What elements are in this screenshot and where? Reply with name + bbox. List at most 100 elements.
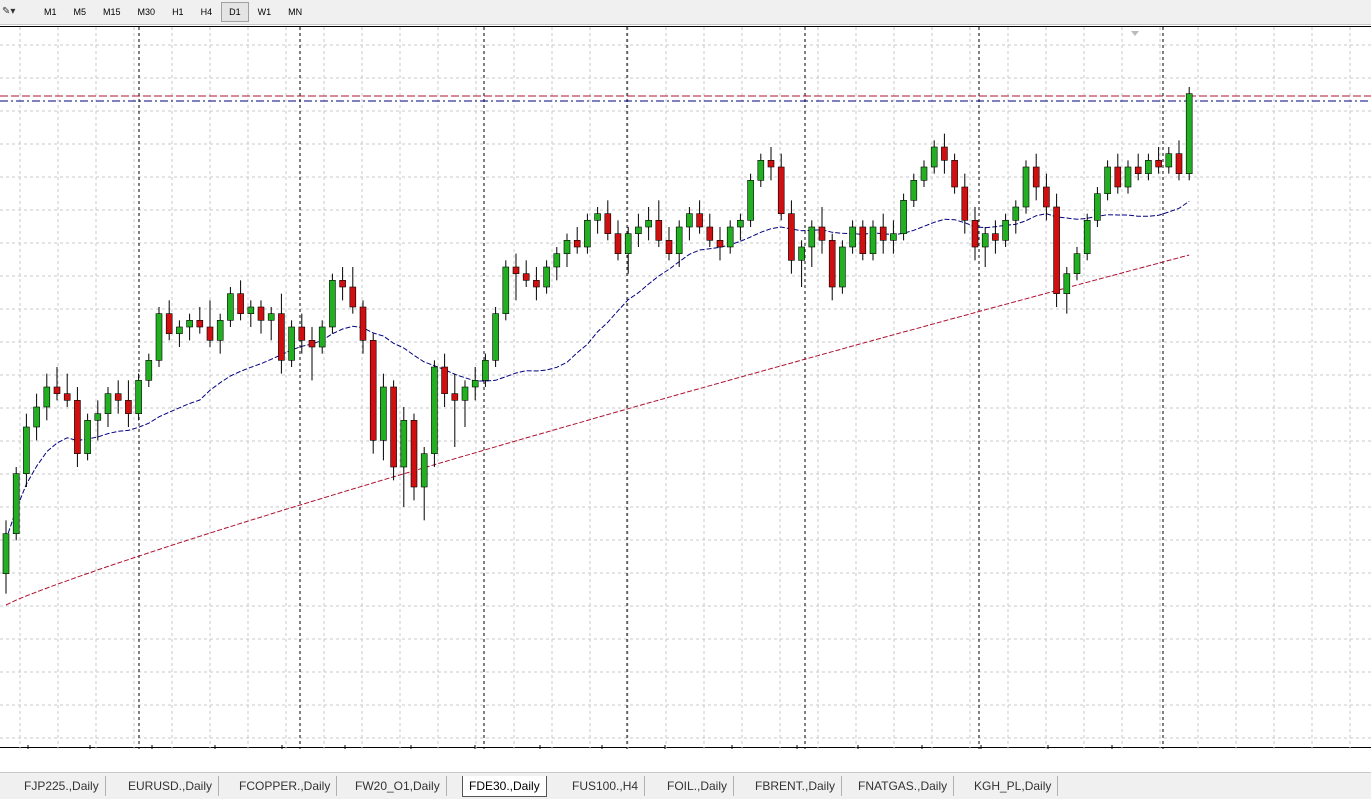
candle-body[interactable] (614, 233, 622, 254)
candle-body[interactable] (890, 233, 897, 241)
candle-body[interactable] (1073, 253, 1081, 274)
candle-body[interactable] (522, 273, 530, 281)
candle-body[interactable] (869, 226, 877, 254)
symbol-tab[interactable]: FW20_O1,Daily (349, 776, 447, 796)
candle-body[interactable] (1175, 153, 1183, 174)
candle-body[interactable] (1134, 166, 1142, 174)
candle-body[interactable] (971, 220, 979, 248)
candle-body[interactable] (482, 360, 489, 381)
candle-body[interactable] (349, 286, 357, 308)
candle-body[interactable] (512, 266, 520, 274)
candle-body[interactable] (706, 226, 714, 241)
candle-body[interactable] (941, 146, 948, 161)
candle-body[interactable] (1094, 193, 1101, 221)
candle-body[interactable] (247, 306, 255, 314)
symbol-tab[interactable]: EURUSD.,Daily (122, 776, 220, 796)
symbol-tab[interactable]: KGH_PL,Daily (968, 776, 1059, 796)
candle-body[interactable] (665, 240, 673, 254)
candle-body[interactable] (859, 226, 867, 254)
tf-m1-button[interactable]: M1 (44, 7, 57, 17)
candle-body[interactable] (1083, 220, 1091, 254)
candle-body[interactable] (584, 220, 591, 248)
candle-body[interactable] (502, 266, 510, 314)
candle-body[interactable] (186, 320, 193, 328)
candle-body[interactable] (33, 406, 40, 428)
candle-body[interactable] (992, 233, 999, 241)
candle-body[interactable] (308, 340, 316, 348)
candle-body[interactable] (196, 320, 204, 328)
candle-body[interactable] (206, 326, 214, 341)
candle-body[interactable] (828, 240, 836, 288)
candle-body[interactable] (43, 386, 51, 408)
candle-body[interactable] (696, 213, 703, 228)
candle-body[interactable] (339, 280, 346, 288)
candle-body[interactable] (716, 240, 724, 248)
candle-body[interactable] (431, 366, 438, 454)
tf-h4-button[interactable]: H4 (200, 7, 213, 17)
candle-body[interactable] (849, 226, 856, 248)
candle-body[interactable] (1145, 160, 1152, 174)
candle-body[interactable] (390, 386, 397, 468)
candle-body[interactable] (176, 326, 183, 334)
candle-body[interactable] (1155, 160, 1162, 168)
tf-w1-button[interactable]: W1 (257, 7, 272, 17)
candle-body[interactable] (104, 393, 112, 414)
candle-body[interactable] (1165, 153, 1173, 168)
tf-mn-button[interactable]: MN (288, 7, 303, 17)
candle-body[interactable] (125, 400, 132, 414)
candle-body[interactable] (155, 313, 163, 361)
candle-body[interactable] (1124, 166, 1132, 188)
candle-body[interactable] (12, 473, 20, 534)
tf-h1-button[interactable]: H1 (172, 7, 184, 17)
chart-shift-marker[interactable] (1131, 31, 1139, 36)
candle-body[interactable] (910, 180, 918, 201)
candle-body[interactable] (961, 186, 969, 221)
candle-body[interactable] (920, 166, 928, 181)
candle-body[interactable] (1185, 93, 1193, 174)
candle-body[interactable] (951, 160, 958, 188)
candle-body[interactable] (237, 293, 244, 314)
candle-body[interactable] (298, 326, 306, 341)
candle-body[interactable] (930, 146, 938, 168)
symbol-tab[interactable]: FDE30.,Daily (462, 776, 547, 797)
candle-body[interactable] (165, 313, 173, 334)
candle-body[interactable] (135, 380, 142, 414)
candle-body[interactable] (747, 180, 754, 221)
candle-body[interactable] (777, 166, 785, 214)
candle-body[interactable] (53, 386, 61, 394)
candle-body[interactable] (563, 240, 571, 254)
candle-body[interactable] (1063, 273, 1071, 294)
candle-body[interactable] (145, 360, 153, 381)
candle-body[interactable] (94, 413, 102, 421)
candle-body[interactable] (318, 326, 326, 348)
candle-body[interactable] (1043, 186, 1050, 208)
chart-area[interactable]: 12 Jan 202324 Jan 20233 Feb 202315 Feb 2… (0, 26, 1371, 749)
candle-body[interactable] (604, 213, 612, 234)
candle-body[interactable] (451, 393, 459, 401)
candle-body[interactable] (1002, 220, 1009, 241)
candle-body[interactable] (573, 240, 581, 248)
candle-body[interactable] (981, 233, 989, 248)
tf-m5-button[interactable]: M5 (73, 7, 87, 17)
candle-body[interactable] (74, 400, 81, 454)
candle-body[interactable] (655, 220, 663, 241)
candle-body[interactable] (1032, 166, 1040, 188)
candle-body[interactable] (410, 420, 418, 488)
candle-body[interactable] (767, 160, 775, 168)
candle-body[interactable] (380, 386, 387, 441)
symbol-tab[interactable]: FOIL.,Daily (661, 776, 735, 796)
candle-body[interactable] (420, 453, 428, 488)
candle-body[interactable] (737, 220, 744, 228)
candle-body[interactable] (369, 340, 377, 441)
candle-body[interactable] (227, 293, 234, 321)
candle-body[interactable] (788, 213, 795, 261)
candle-body[interactable] (84, 420, 91, 454)
candle-body[interactable] (471, 380, 479, 388)
drawing-tool-icon[interactable]: ✎▾ (2, 6, 16, 17)
candle-body[interactable] (278, 313, 285, 361)
candle-body[interactable] (808, 226, 816, 248)
candle-body[interactable] (1012, 206, 1020, 221)
candle-body[interactable] (645, 220, 652, 228)
candle-body[interactable] (288, 326, 295, 361)
candle-body[interactable] (879, 226, 887, 241)
